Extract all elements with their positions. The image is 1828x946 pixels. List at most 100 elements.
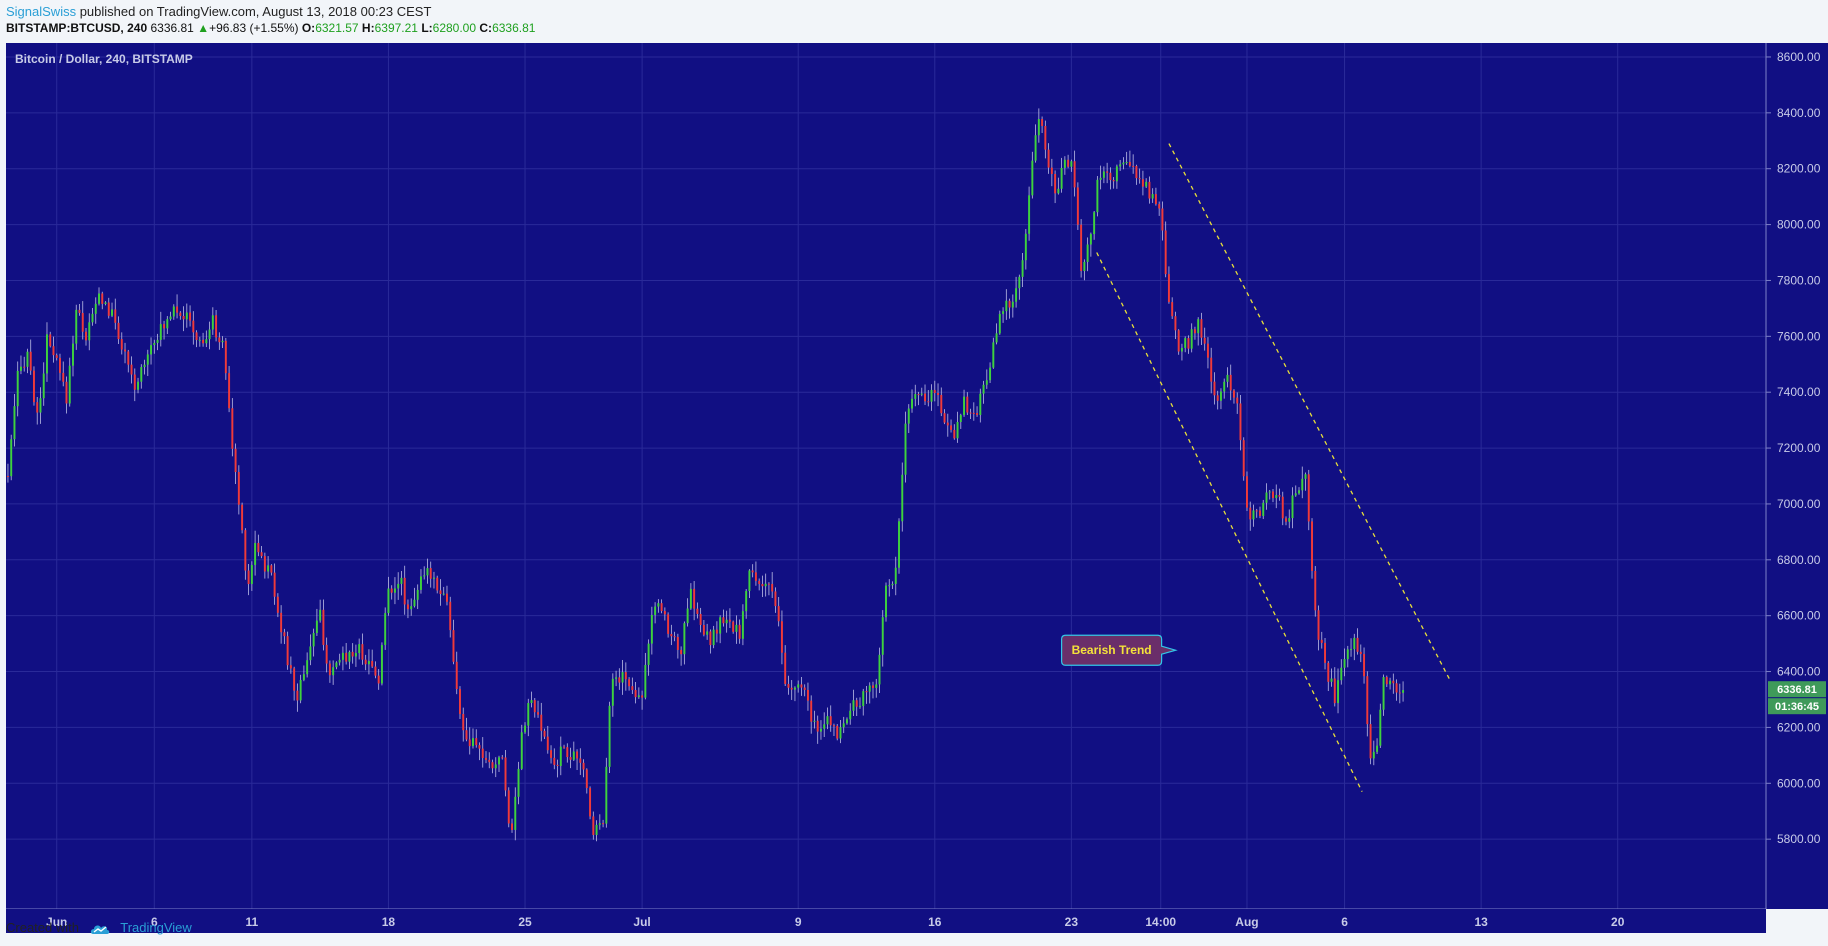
- plot-area[interactable]: [6, 43, 1766, 909]
- candle-body: [205, 339, 208, 344]
- candle-body: [504, 757, 507, 791]
- time-tick-label: 13: [1474, 915, 1488, 929]
- candle-body: [754, 572, 757, 581]
- candle-body: [592, 816, 595, 835]
- time-axis[interactable]: Jun 6 11 18 25 Jul 9 16 23 14:00 Aug 6 13 20: [6, 909, 1766, 933]
- tradingview-link[interactable]: TradingView: [120, 920, 192, 935]
- candle-body: [940, 394, 943, 414]
- candle-body: [849, 710, 852, 720]
- candle-body: [1252, 510, 1255, 520]
- candle-body: [556, 764, 559, 766]
- candle-body: [322, 609, 325, 645]
- candle-body: [667, 614, 670, 634]
- candle-body: [185, 312, 188, 320]
- candle-body: [107, 302, 110, 316]
- candle-body: [325, 644, 328, 664]
- candle-body: [1151, 194, 1154, 199]
- candle-body: [985, 380, 988, 385]
- candle-body: [263, 556, 266, 572]
- candle-body: [751, 570, 754, 573]
- candle-body: [78, 309, 81, 313]
- price-chart[interactable]: Bearish Trend 5800.00 6000.00 6200.00 6400.…: [6, 43, 1828, 909]
- price-axis[interactable]: [1766, 43, 1828, 909]
- candle-body: [419, 576, 422, 590]
- candle-body: [10, 439, 13, 477]
- candle-body: [693, 588, 696, 609]
- candle-body: [1024, 233, 1027, 261]
- candle-body: [855, 700, 858, 707]
- candle-body: [608, 705, 611, 767]
- candle-body: [367, 660, 370, 665]
- candle-body: [689, 588, 692, 609]
- candle-body: [576, 751, 579, 759]
- candle-body: [459, 689, 461, 714]
- candle-body: [289, 665, 292, 669]
- candle-body: [1047, 149, 1050, 168]
- candle-body: [400, 577, 403, 584]
- candle-body: [1057, 188, 1060, 194]
- candle-body: [891, 583, 894, 586]
- candle-body: [1359, 651, 1362, 655]
- candle-body: [767, 583, 770, 585]
- candle-body: [553, 757, 556, 765]
- candle-body: [452, 630, 455, 662]
- author-link[interactable]: SignalSwiss: [6, 4, 77, 19]
- candle-body: [920, 393, 923, 395]
- candle-body: [446, 593, 448, 602]
- price-tick-label: 8200.00: [1777, 162, 1821, 176]
- candle-body: [429, 568, 432, 579]
- candle-body: [59, 357, 61, 373]
- candle-body: [1314, 570, 1317, 611]
- candle-body: [1239, 403, 1242, 441]
- candle-body: [634, 690, 637, 698]
- candle-body: [1008, 300, 1011, 308]
- candle-body: [1255, 510, 1258, 512]
- price-badges: 6336.81 01:36:45: [1768, 681, 1826, 715]
- candle-body: [1135, 166, 1138, 179]
- candle-body: [995, 333, 998, 343]
- low-value: 6280.00: [432, 21, 477, 35]
- footer: Created with TradingView: [6, 920, 192, 936]
- candle-body: [23, 366, 26, 368]
- candle-body: [1317, 610, 1320, 640]
- candle-body: [351, 651, 354, 657]
- chart-container[interactable]: Bearish Trend 5800.00 6000.00 6200.00 6400.…: [6, 43, 1828, 933]
- candle-body: [462, 713, 465, 731]
- trend-channel: [1096, 143, 1451, 792]
- price-tick-label: 6400.00: [1777, 665, 1821, 679]
- candle-body: [1216, 395, 1219, 401]
- candle-body: [1369, 724, 1372, 759]
- candle-body: [172, 306, 175, 317]
- candle-body: [1249, 507, 1252, 520]
- candle-body: [228, 373, 231, 409]
- candle-body: [1307, 474, 1310, 522]
- candle-body: [1363, 654, 1366, 677]
- candle-body: [611, 678, 614, 706]
- candle-body: [1275, 495, 1278, 499]
- candle-body: [1076, 187, 1079, 225]
- annotation-callout[interactable]: [1061, 634, 1178, 666]
- price-axis-ticks: 5800.00 6000.00 6200.00 6400.00 6600.00 6800.…: [1766, 50, 1821, 846]
- candle-body: [380, 645, 383, 684]
- candle-body: [114, 309, 117, 323]
- candle-body: [966, 396, 969, 413]
- candle-body: [875, 684, 878, 688]
- candle-body: [384, 613, 387, 646]
- trend-line[interactable]: [1168, 143, 1451, 681]
- candle-body: [1015, 288, 1018, 302]
- candle-body: [1154, 194, 1157, 205]
- candle-body: [354, 653, 357, 657]
- candle-body: [410, 606, 413, 610]
- candle-body: [790, 687, 793, 690]
- candle-body: [842, 723, 845, 728]
- candle-body: [702, 624, 705, 635]
- candle-body: [231, 408, 234, 449]
- price-tick-label: 8000.00: [1777, 218, 1821, 232]
- candle-body: [39, 398, 42, 413]
- candle-body: [725, 619, 728, 624]
- candle-body: [1353, 637, 1356, 650]
- candle-body: [247, 570, 250, 585]
- candle-body: [1115, 166, 1118, 182]
- time-tick-label: 20: [1611, 915, 1625, 929]
- candle-body: [1376, 745, 1379, 752]
